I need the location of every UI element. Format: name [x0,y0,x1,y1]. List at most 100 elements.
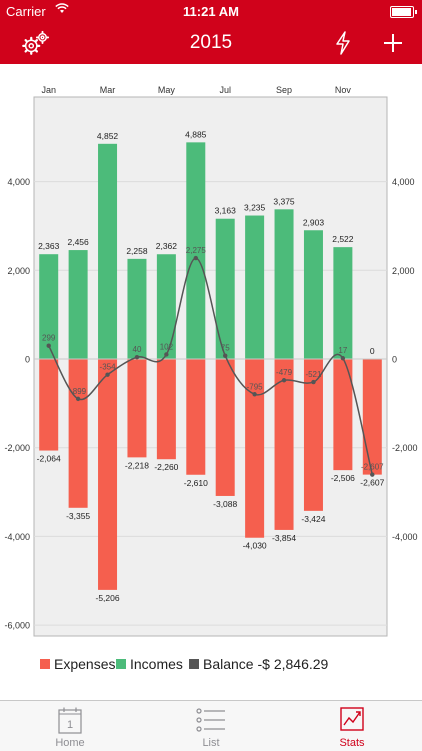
legend-item-expenses: Expenses [40,656,115,672]
expense-bar [245,359,265,538]
expense-value-label: -4,030 [243,541,267,551]
balance-value-label: -479 [276,368,293,377]
legend-label-balance: Balance -$ 2,846.29 [203,656,329,672]
balance-point [370,472,375,477]
balance-value-label: -521 [305,370,322,379]
tab-home[interactable]: 1 Home [0,701,140,751]
x-tick-label-top: Sep [276,85,292,95]
plot-background [33,96,388,637]
balance-point [281,378,287,383]
balance-point [105,372,110,377]
x-tick-label-bottom: Sep [276,639,292,640]
header-bar: Carrier 11:21 AM [0,0,422,64]
plus-icon[interactable] [378,28,408,58]
legend-swatch-expenses [40,659,50,669]
income-value-label: 2,258 [126,246,148,256]
balance-point [252,392,257,397]
balance-point [340,356,346,361]
income-value-label: 3,375 [273,196,295,206]
expense-value-label: -3,854 [272,533,296,543]
calendar-day: 1 [67,719,73,731]
x-tick-label-top: Nov [335,85,352,95]
expense-bar [39,359,59,451]
income-value-label: 4,885 [185,129,207,139]
expense-bar [68,359,88,508]
x-tick-label-top: May [158,85,176,95]
expense-bar [274,359,294,530]
stats-chart[interactable]: 4,000 2,000 0 -2,000 -4,000 -6,000 4,000 2,000 0… [0,64,422,649]
x-tick-label-bottom: Mar [100,639,116,640]
income-bar [156,254,176,359]
tab-stats[interactable]: Stats [282,701,422,751]
balance-point [311,379,316,385]
balance-value-label: 299 [42,334,56,343]
y-tick-label-right: -2,000 [392,443,418,453]
x-tick-label-bottom: Nov [335,639,352,640]
x-tick-label-top: Mar [100,85,116,95]
income-value-label: 4,852 [97,131,119,141]
legend-swatch-balance [189,659,199,669]
legend-label-incomes: Incomes [130,656,183,672]
expense-value-label: -5,206 [95,593,119,603]
x-tick-label-bottom: Jul [219,639,231,640]
balance-value-label: 17 [338,346,347,355]
expense-value-label: -3,424 [301,514,325,524]
x-tick-label-bottom: Jan [41,639,56,640]
balance-point [193,255,198,261]
expense-bar [215,359,235,496]
income-value-label: 2,522 [332,234,354,244]
balance-point [75,396,81,402]
navigation-bar: 2015 [0,22,422,64]
balance-value-label: -354 [100,363,117,372]
expense-bar [186,359,206,475]
y-tick-label-right: 2,000 [392,266,415,276]
x-tick-label-top: Jan [41,85,56,95]
expense-bar [98,359,118,590]
expense-value-label: -2,218 [125,460,149,470]
legend-item-balance: Balance -$ 2,846.29 [189,656,328,672]
tab-bar: 1 Home List Stats [0,700,422,751]
income-bar [274,209,294,359]
y-tick-label-right: 0 [392,355,397,365]
list-icon [141,707,281,733]
income-value-label: 3,163 [215,206,237,216]
income-value-label: 2,362 [156,241,178,251]
balance-value-label: -2,607 [361,463,384,472]
expense-value-label: -3,088 [213,499,237,509]
income-bar [215,218,235,359]
expense-bar [156,359,176,460]
chart-svg: 4,000 2,000 0 -2,000 -4,000 -6,000 4,000 2,000 0… [4,85,418,649]
tab-stats-label: Stats [339,737,365,749]
lightning-icon[interactable] [328,28,358,58]
expense-value-label: -2,610 [184,478,208,488]
y-tick-label-left: -2,000 [4,443,30,453]
expense-value-label: -2,064 [37,454,61,464]
income-bar [68,250,88,359]
income-bar [39,254,59,359]
expense-bar [362,359,382,475]
balance-point [164,352,169,357]
tab-list-label: List [202,737,220,749]
income-value-label: 2,903 [303,217,325,227]
page-title[interactable]: 2015 [189,32,233,53]
battery-icon [390,6,417,18]
balance-point [134,355,140,360]
x-tick-label-top: Jul [219,85,231,95]
y-tick-label-left: 2,000 [7,266,30,276]
balance-value-label: 2,275 [186,246,207,255]
y-tick-label-left: -6,000 [4,621,30,631]
y-tick-label-left: 0 [25,355,30,365]
balance-point [223,353,228,358]
income-bar [333,247,353,359]
income-bar [303,230,323,359]
gears-icon[interactable] [20,28,50,58]
income-value-label: 2,363 [38,241,60,251]
expense-bar [303,359,323,511]
chart-icon [282,707,422,733]
y-tick-label-right: 4,000 [392,177,415,187]
chart-legend: Expenses Incomes Balance -$ 2,846.29 [0,654,422,676]
tab-list[interactable]: List [141,701,281,751]
carrier-label: Carrier [6,4,46,19]
balance-point [46,343,51,348]
x-tick-label-bottom: May [158,639,176,640]
